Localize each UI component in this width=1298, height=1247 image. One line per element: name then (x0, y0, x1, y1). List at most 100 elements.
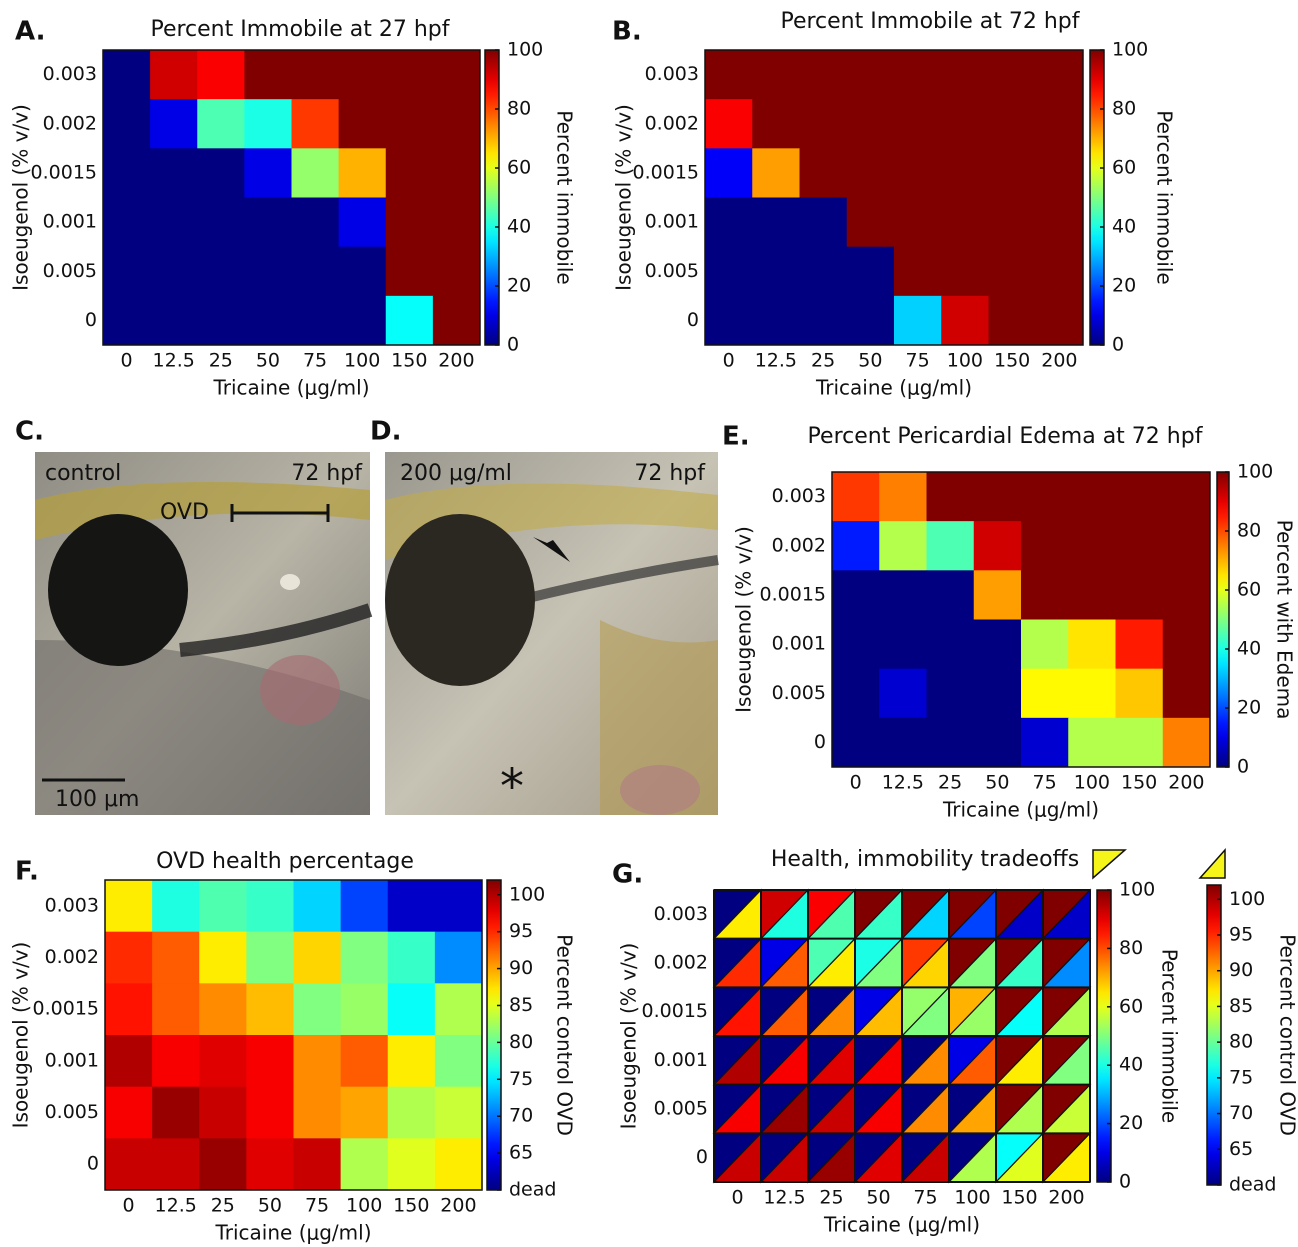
y-tick-label: 0.005 (45, 1101, 99, 1123)
colorbar-label: Percent with Edema (1273, 520, 1297, 720)
heat-cell (432, 246, 481, 297)
x-tick-label: 50 (258, 1195, 282, 1217)
heat-cell (846, 50, 895, 100)
heat-cell (385, 99, 434, 149)
heat-cell (1021, 717, 1069, 768)
panel-label: F. (15, 857, 39, 887)
y-tick-label: 0.0015 (31, 161, 97, 183)
heat-cell (988, 197, 1037, 248)
heat-cell (1115, 521, 1164, 571)
heat-cell (150, 99, 198, 149)
heat-cell (293, 1086, 342, 1139)
heat-cell (973, 619, 1022, 670)
heat-cell (988, 295, 1037, 346)
heat-cell (385, 295, 434, 346)
colorbar-label: Percent immobile (553, 110, 577, 284)
heat-cell (1162, 717, 1211, 768)
photo-label: 72 hpf (634, 461, 706, 486)
heat-cell (1021, 521, 1069, 571)
heat-cell (1115, 472, 1164, 522)
heat-cell (293, 1138, 342, 1191)
heat-cell (152, 1138, 200, 1191)
heat-cell (432, 197, 481, 248)
heat-cell (926, 521, 975, 571)
colorbar-label: Percent control OVD (1276, 934, 1298, 1136)
heat-cell (244, 197, 292, 248)
y-tick-label: 0.005 (654, 1098, 708, 1120)
x-tick-label: 150 (391, 350, 427, 372)
heat-cell (387, 1086, 436, 1139)
heat-cell (894, 148, 942, 198)
y-tick-label: 0.0015 (33, 998, 99, 1020)
colorbar-tick-label: 60 (1119, 995, 1143, 1017)
heat-cell (846, 148, 895, 198)
heat-cell (199, 1035, 247, 1088)
x-tick-label: 200 (440, 1195, 476, 1217)
colorbar-tick-label: 85 (1229, 995, 1253, 1017)
heat-cell (879, 472, 927, 522)
heat-cell (246, 880, 294, 933)
heat-cell (293, 931, 342, 984)
x-tick-label: 100 (346, 1195, 382, 1217)
heat-cell (340, 983, 389, 1036)
heat-cell (152, 983, 200, 1036)
heat-cell (973, 570, 1022, 620)
colorbar (1216, 471, 1230, 768)
heat-cell (799, 148, 848, 198)
colorbar-tick-label: 100 (509, 883, 545, 905)
heat-cell (244, 295, 292, 346)
colorbar-tick-label: 85 (509, 994, 533, 1016)
y-tick-label: 0.002 (772, 534, 826, 556)
y-tick-label: 0.001 (772, 633, 826, 655)
chart-title: OVD health percentage (156, 849, 414, 874)
heat-cell (941, 295, 989, 346)
heat-cell (1068, 619, 1116, 670)
x-tick-label: 25 (811, 350, 835, 372)
heat-cell (752, 99, 800, 149)
heat-cell (1021, 570, 1069, 620)
heat-cell (705, 99, 753, 149)
y-tick-label: 0.001 (645, 211, 699, 233)
colorbar-tick-label: 75 (1229, 1066, 1253, 1088)
heat-cell (387, 1138, 436, 1191)
colorbar-tick-label: 100 (1119, 879, 1155, 901)
heat-cell (291, 197, 340, 248)
heat-cell (105, 1138, 153, 1191)
y-tick-label: 0.005 (645, 260, 699, 282)
heat-cell (387, 1035, 436, 1088)
heat-cell (385, 197, 434, 248)
heat-cell (340, 931, 389, 984)
heat-cell (432, 148, 481, 198)
heat-cell (150, 295, 198, 346)
heat-cell (705, 295, 753, 346)
x-tick-label: 0 (123, 1195, 135, 1217)
heat-cell (879, 619, 927, 670)
colorbar-tick-label: 100 (1229, 888, 1265, 910)
y-tick-label: 0.005 (772, 682, 826, 704)
y-tick-label: 0 (85, 309, 97, 331)
y-tick-label: 0.003 (654, 903, 708, 925)
heat-cell (1021, 472, 1069, 522)
heat-cell (340, 1035, 389, 1088)
heat-cell (1115, 619, 1164, 670)
y-tick-label: 0.005 (43, 260, 97, 282)
heat-cell (432, 295, 481, 346)
y-tick-label: 0.003 (645, 63, 699, 85)
x-tick-label: 200 (1041, 350, 1077, 372)
heat-cell (338, 197, 387, 248)
colorbar-tick-label: dead (509, 1179, 556, 1201)
y-tick-label: 0.003 (772, 485, 826, 507)
heat-cell (799, 246, 848, 297)
colorbar-tick-label: 65 (1229, 1138, 1253, 1160)
heat-cell (105, 931, 153, 984)
heat-cell (340, 1138, 389, 1191)
colorbar-tick-label: 0 (1112, 334, 1124, 356)
panel-label: G. (612, 860, 643, 890)
heat-cell (150, 197, 198, 248)
y-tick-label: 0.002 (43, 112, 97, 134)
x-tick-label: 0 (723, 350, 735, 372)
heat-cell (832, 619, 880, 670)
heat-cell (1035, 295, 1084, 346)
colorbar-tick-label: dead (1229, 1174, 1276, 1196)
plot-frame (831, 471, 1211, 768)
